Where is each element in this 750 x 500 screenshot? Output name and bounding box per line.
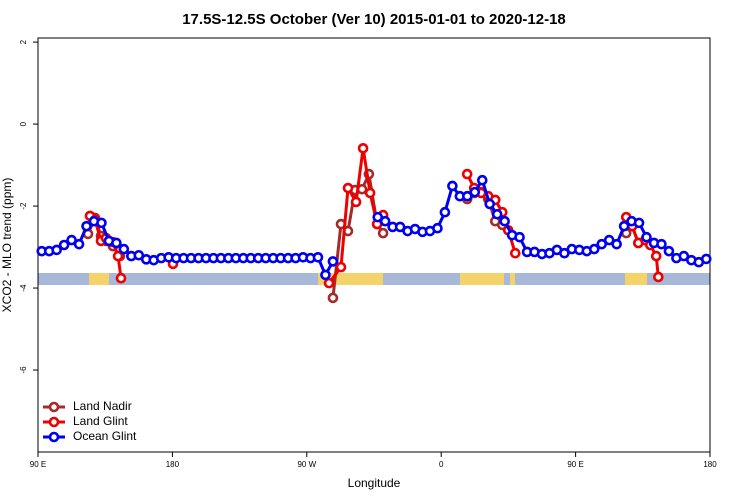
y-tick-label: 2 bbox=[19, 39, 28, 44]
series-point bbox=[509, 247, 521, 259]
series-point bbox=[342, 182, 354, 194]
series-point bbox=[327, 256, 339, 267]
series-point bbox=[323, 277, 335, 289]
series-point bbox=[499, 215, 510, 227]
series-point bbox=[484, 198, 496, 210]
x-tick-label: 0 bbox=[439, 460, 444, 469]
series-point bbox=[115, 272, 127, 284]
series-point bbox=[335, 261, 347, 273]
series-point bbox=[133, 249, 145, 261]
series-point bbox=[432, 222, 443, 234]
y-tick-label: -2 bbox=[19, 202, 28, 210]
x-tick-label: 180 bbox=[166, 460, 180, 469]
series-point bbox=[663, 245, 675, 257]
x-tick-label: 90 E bbox=[567, 460, 583, 469]
series-point bbox=[596, 238, 608, 250]
series-point bbox=[491, 208, 503, 220]
series-point bbox=[461, 168, 473, 180]
series-point bbox=[700, 253, 712, 265]
series-point bbox=[394, 221, 406, 233]
series-point bbox=[653, 271, 664, 283]
series-point bbox=[633, 217, 645, 229]
series-point bbox=[641, 231, 652, 243]
x-axis-label: Longitude bbox=[348, 476, 401, 490]
x-tick-label: 90 E bbox=[30, 460, 46, 469]
series-point bbox=[312, 251, 324, 263]
series-point bbox=[603, 234, 615, 246]
series-point bbox=[618, 220, 630, 232]
series-point bbox=[377, 227, 389, 239]
legend-label: Land Glint bbox=[73, 414, 128, 428]
series-point bbox=[439, 206, 451, 218]
y-tick-label: -4 bbox=[19, 284, 28, 292]
x-tick-label: 180 bbox=[703, 460, 717, 469]
series-point bbox=[678, 250, 690, 262]
series-point bbox=[96, 217, 107, 229]
series-point bbox=[476, 174, 488, 186]
series-point bbox=[462, 190, 473, 202]
y-axis-label: XCO2 - MLO trend (ppm) bbox=[0, 178, 14, 313]
series-point bbox=[327, 292, 339, 304]
series-point bbox=[350, 196, 362, 208]
series-point bbox=[81, 220, 92, 232]
series-point bbox=[372, 211, 384, 223]
series-point bbox=[320, 269, 331, 281]
x-tick-label: 90 W bbox=[297, 460, 316, 469]
series-point bbox=[111, 237, 122, 249]
series-point bbox=[611, 238, 622, 250]
series-point bbox=[51, 244, 62, 256]
series-point bbox=[73, 238, 85, 250]
land-mask bbox=[38, 273, 710, 285]
series-point bbox=[469, 186, 481, 198]
series-point bbox=[118, 243, 130, 255]
series-point bbox=[364, 187, 376, 199]
series-point bbox=[514, 231, 525, 243]
series-point bbox=[447, 180, 458, 192]
series-point bbox=[66, 234, 77, 246]
legend-marker bbox=[48, 401, 60, 413]
series-point bbox=[357, 142, 369, 154]
plot-frame bbox=[37, 37, 711, 453]
legend-label: Land Nadir bbox=[73, 399, 132, 413]
series-point bbox=[656, 238, 667, 250]
legend-marker bbox=[48, 416, 60, 428]
legend-marker bbox=[48, 431, 60, 443]
y-tick-label: 0 bbox=[19, 121, 28, 126]
chart-title: 17.5S-12.5S October (Ver 10) 2015-01-01 … bbox=[182, 11, 566, 28]
legend-label: Ocean Glint bbox=[73, 429, 137, 443]
y-tick-label: -6 bbox=[19, 366, 28, 374]
series-point bbox=[588, 243, 600, 255]
series-point bbox=[559, 247, 570, 259]
series-point bbox=[58, 239, 70, 251]
series-point bbox=[650, 250, 662, 262]
series-point bbox=[379, 215, 391, 227]
series-point bbox=[112, 250, 124, 262]
